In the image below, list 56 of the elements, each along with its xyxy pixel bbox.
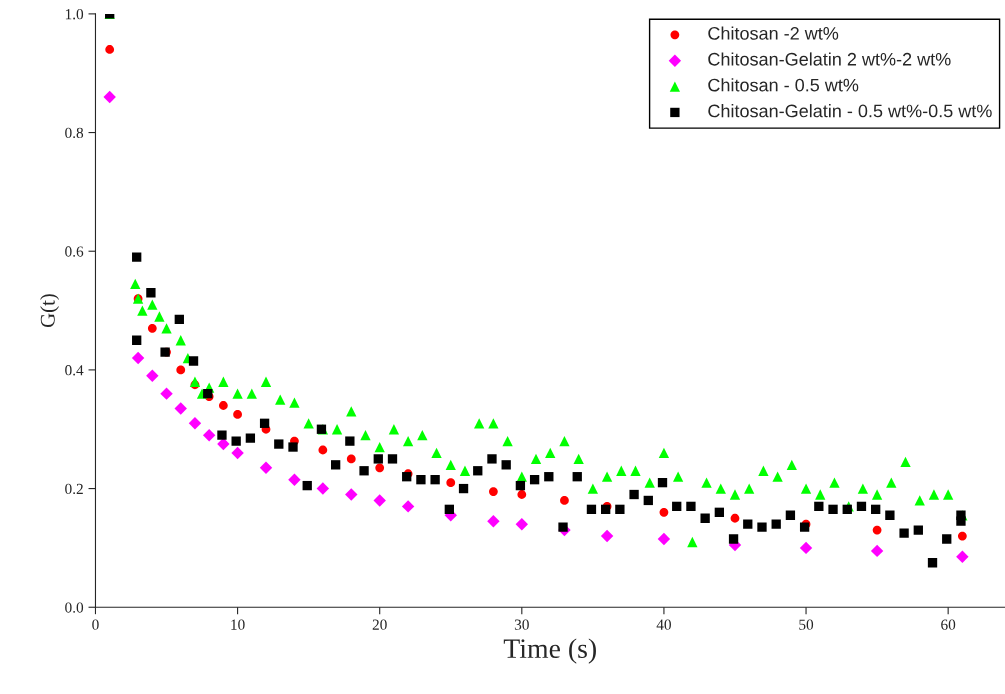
point: [870, 544, 884, 558]
point: [956, 550, 969, 564]
point: [288, 473, 301, 486]
legend-label: Chitosan-Gelatin - 0.5 wt%-0.5 wt%: [708, 104, 992, 118]
point: [131, 351, 145, 365]
y-tick-label: 1.0: [65, 9, 84, 20]
point: [487, 515, 500, 528]
point: [517, 490, 527, 499]
point: [872, 525, 882, 535]
legend-label: Chitosan-Gelatin 2 wt%-2 wt%: [708, 52, 951, 66]
point: [174, 402, 187, 415]
point: [316, 482, 330, 495]
y-tick-label: 0.6: [65, 246, 84, 257]
y-tick-label: 0.8: [65, 127, 84, 139]
x-tick-label: 10: [231, 619, 245, 630]
y-axis-title: G(t): [40, 294, 60, 328]
point: [202, 428, 216, 442]
x-tick-label: 60: [941, 619, 956, 630]
x-axis-title: Time (s): [503, 638, 596, 664]
y-tick-label: 0.2: [65, 483, 83, 495]
point: [147, 323, 157, 333]
x-tick-label: 0: [92, 619, 99, 630]
point: [231, 446, 244, 460]
point: [489, 487, 498, 496]
point: [560, 496, 569, 505]
point: [600, 529, 614, 543]
legend-label: Chitosan -2 wt%: [708, 26, 839, 40]
point: [318, 445, 328, 455]
point: [160, 387, 173, 400]
y-tick-label: 0.4: [65, 365, 84, 376]
point: [730, 513, 740, 523]
x-tick-label: 50: [799, 619, 814, 630]
point: [105, 45, 115, 54]
point: [218, 401, 228, 410]
point: [259, 461, 273, 475]
point: [188, 417, 202, 430]
x-tick-label: 20: [372, 619, 387, 630]
point: [375, 463, 385, 473]
point: [176, 365, 186, 375]
point: [515, 517, 529, 531]
y-tick-label: 0.0: [65, 602, 84, 613]
point: [103, 90, 116, 104]
point: [657, 532, 671, 546]
x-tick-label: 40: [656, 619, 671, 630]
point: [446, 478, 456, 488]
point: [957, 531, 967, 541]
point: [799, 541, 813, 555]
legend-label: Chitosan - 0.5 wt%: [708, 78, 859, 92]
x-tick-label: 30: [514, 619, 529, 630]
point: [659, 507, 669, 517]
point: [346, 454, 356, 464]
point: [233, 410, 242, 419]
point: [146, 369, 159, 383]
point: [373, 494, 386, 507]
point: [401, 500, 415, 513]
point: [345, 488, 358, 501]
